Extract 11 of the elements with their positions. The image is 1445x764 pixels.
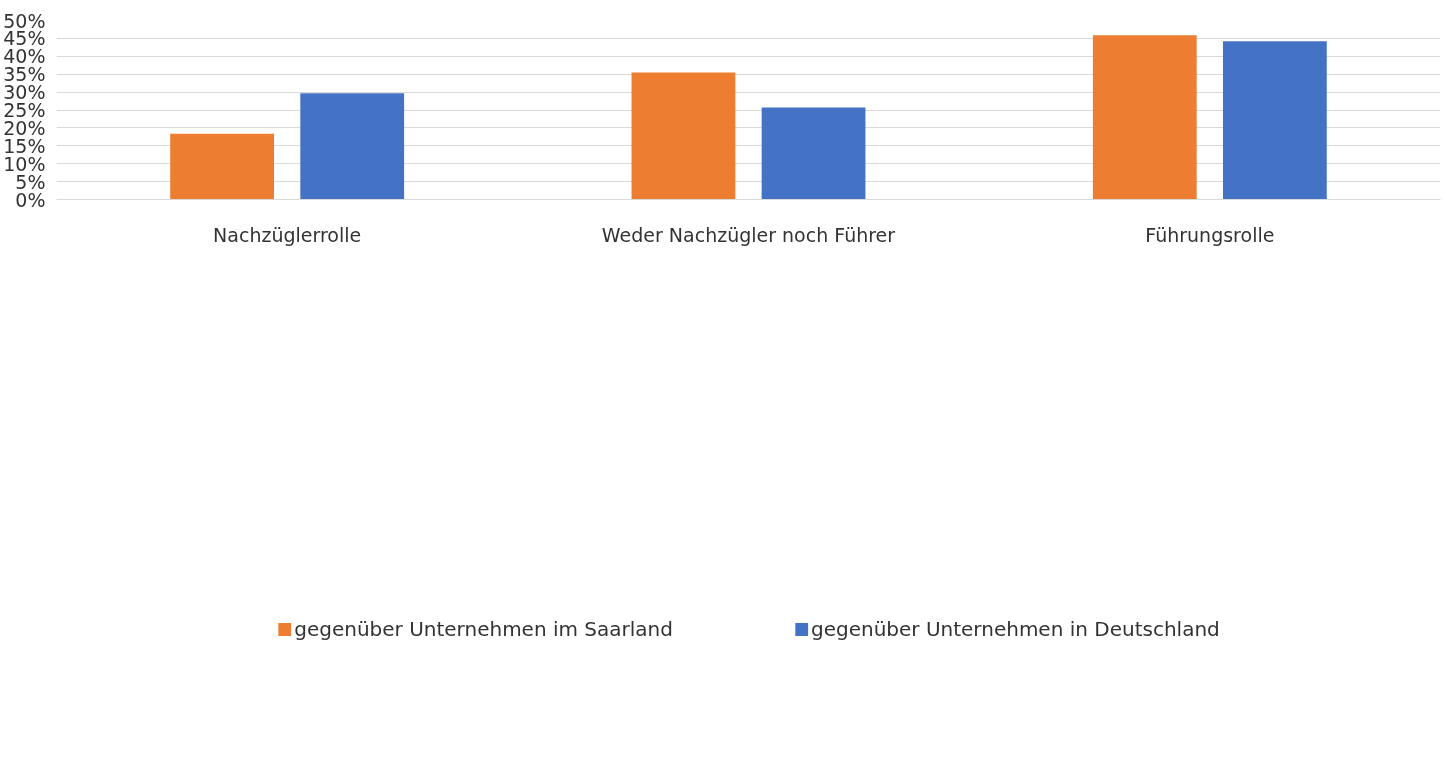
bar bbox=[300, 93, 405, 200]
bar bbox=[1222, 41, 1327, 200]
legend-label: gegenüber Unternehmen in Deutschland bbox=[810, 617, 1220, 641]
bar bbox=[761, 107, 866, 200]
x-tick-label: Weder Nachzügler noch Führer bbox=[601, 223, 896, 246]
bar bbox=[170, 133, 275, 200]
bar bbox=[1092, 35, 1197, 200]
x-tick-label: Führungsrolle bbox=[1145, 223, 1275, 246]
bar bbox=[631, 72, 736, 200]
legend-label: gegenüber Unternehmen im Saarland bbox=[294, 617, 673, 641]
x-tick-label: Nachzüglerrolle bbox=[213, 223, 362, 246]
